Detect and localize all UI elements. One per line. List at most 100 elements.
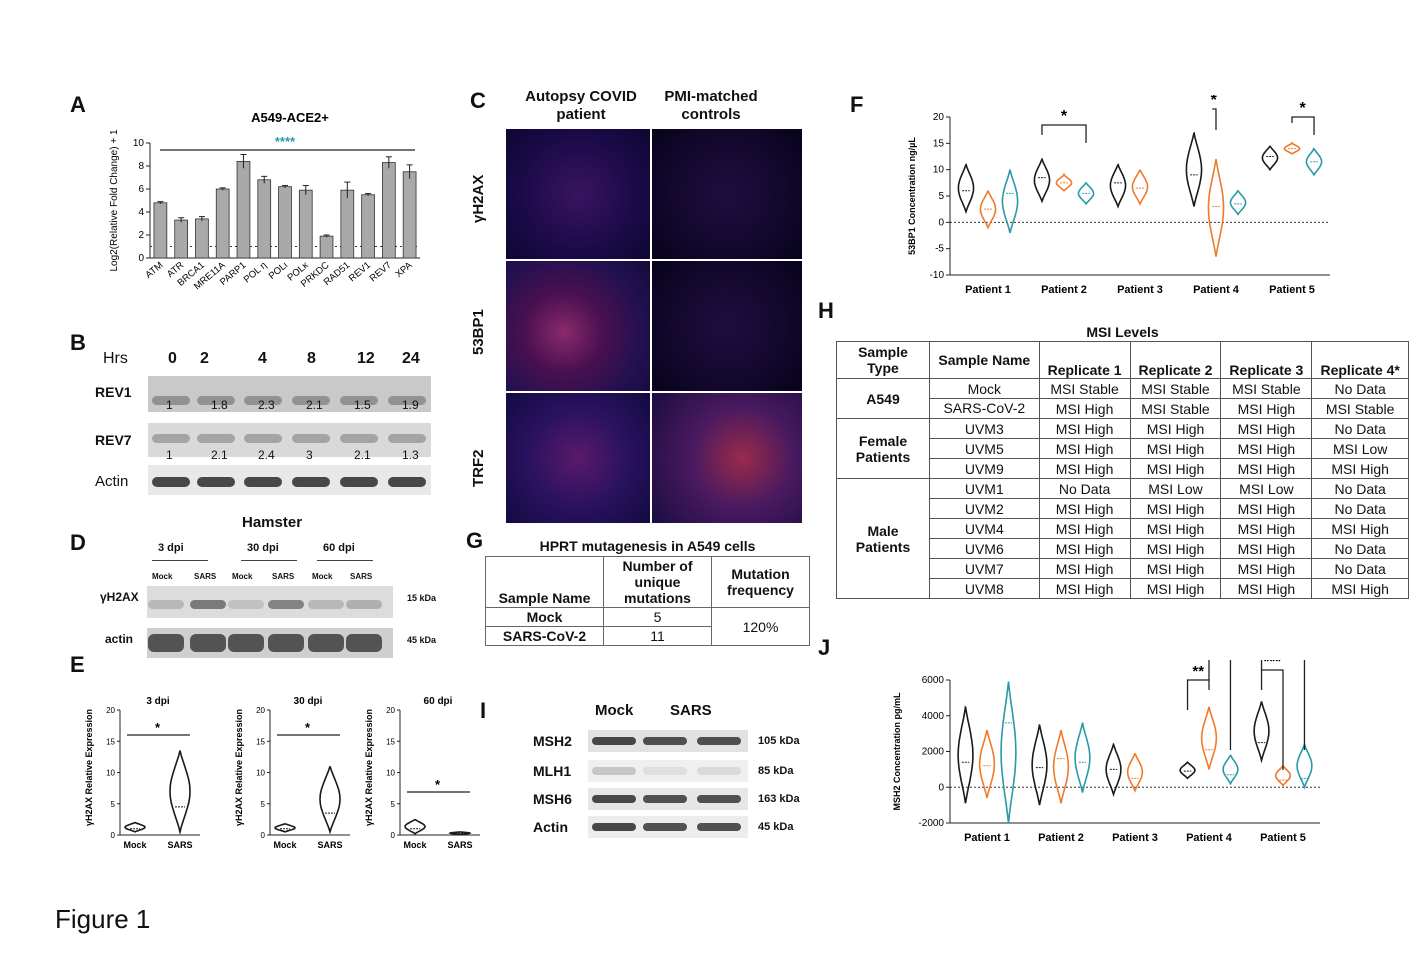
chartE1-ytick-label: 0 [111, 831, 116, 840]
chart-f: 53BP1 Concentration ng/µL -10 -5 0 5 10 15 20 Pa… [907, 95, 1330, 296]
chartJ-ytick-label: 4000 [922, 711, 945, 722]
blot-band [244, 396, 282, 405]
i-col-label: Mock [595, 702, 634, 719]
chart-a-ytick-label: 0 [138, 253, 144, 264]
i-blot-band [697, 737, 741, 745]
chartE1-violin [169, 750, 191, 836]
chartJ-violin [1274, 764, 1292, 787]
chartF-ytick-label: 15 [933, 138, 945, 149]
blot-quant-label: 1.9 [402, 398, 419, 412]
micrograph-patient [505, 260, 651, 392]
blot-band [152, 396, 190, 405]
chart-a-category-label: ATM [143, 260, 165, 281]
chart-a-ytick-label: 2 [138, 230, 144, 241]
msi-cell: Mock [929, 378, 1040, 399]
chart-a-bar [195, 218, 209, 259]
panel-letter-c: C [470, 88, 486, 113]
chartE1-violin [124, 821, 146, 833]
chart-a-bar [298, 189, 313, 259]
i-size-label: 85 kDa [758, 765, 794, 777]
chartF-ytick-label: -5 [935, 244, 944, 255]
chart-a-bar [215, 188, 230, 259]
msi-header-cell: Replicate 4* [1311, 341, 1409, 379]
rev1-blot [148, 376, 431, 412]
chart-a-ytick-label: 10 [133, 138, 145, 149]
i-row-label: MSH2 [533, 733, 572, 749]
blot-band [197, 477, 235, 487]
chartE2-category-label: SARS [317, 840, 342, 850]
chartJ-category-label: Patient 5 [1260, 832, 1306, 844]
chartJ-category-label: Patient 3 [1112, 832, 1158, 844]
chartE1-ytick-label: 20 [106, 706, 115, 715]
msi-row: A549 Mock MSI Stable MSI Stable MSI Stable No… [836, 378, 1409, 419]
d-size-label: 45 kDa [407, 635, 437, 645]
msi-title: MSI Levels [836, 322, 1409, 342]
panel-letter-a: A [70, 92, 86, 117]
chartE2-ytick-label: 10 [256, 769, 265, 778]
chartJ-category-label: Patient 2 [1038, 832, 1084, 844]
msi-cell: MSI High [1038, 538, 1131, 559]
msi-cell: MSI High [1129, 538, 1222, 559]
msi-cell: MSI High [1220, 498, 1313, 519]
chartJ-violin [978, 729, 996, 799]
actin-blot [148, 465, 431, 495]
blot-band [197, 396, 235, 405]
msi-cell: UVM7 [929, 558, 1040, 579]
chartJ-violin [1105, 742, 1122, 798]
chart-a-bar [153, 202, 168, 259]
chartE2-ylabel: γH2AX Relative Expression [234, 709, 244, 826]
chartJ-category-label: Patient 1 [964, 832, 1010, 844]
chartE2-violin [319, 766, 341, 835]
blot-band [388, 396, 426, 405]
chartF-violin [1229, 189, 1247, 216]
i-size-label: 45 kDa [758, 821, 794, 833]
blot-quant-label: 1.5 [354, 398, 371, 412]
chartJ-violin [1052, 729, 1070, 804]
chart-a-title: A549-ACE2+ [251, 110, 329, 125]
chart-a-category-label: POLι [267, 260, 290, 282]
chartF-ytick-label: 0 [938, 217, 944, 228]
msi-cell: MSI High [1311, 518, 1409, 539]
c-col1-title: Autopsy COVID patient [525, 88, 637, 123]
d-blot-band [308, 634, 344, 652]
chartJ-category-label: Patient 4 [1186, 832, 1233, 844]
chartJ-ytick-label: -2000 [918, 818, 944, 829]
d-blot-band [190, 634, 226, 652]
msi-sample-type: Female Patients [836, 418, 930, 479]
blot-band [292, 434, 330, 443]
micrograph-control [651, 260, 803, 392]
panel-h: MSI Levels Sample Type Sample Name Replica… [836, 322, 1409, 599]
chartE3-ytick-label: 20 [386, 706, 395, 715]
d-blot-band [190, 600, 226, 609]
msi-cell: MSI High [1129, 438, 1222, 459]
chart-a-category-label: POL η [242, 260, 269, 286]
panel-letter-f: F [850, 92, 864, 117]
chartF-category-label: Patient 3 [1117, 284, 1163, 296]
chartE3-category-label: Mock [403, 840, 427, 850]
chartJ-ytick-label: 0 [938, 782, 944, 793]
d-blot-band [268, 600, 304, 609]
msi-cell: UVM4 [929, 518, 1040, 539]
chart-a-ylabel: Log2(Relative Fold Change) + 1 [109, 129, 120, 271]
chart-f-sig-bracket [1041, 124, 1087, 143]
chartE2-title: 30 dpi [294, 696, 323, 707]
chartJ-violin [1074, 722, 1091, 793]
msi-table: MSI Levels Sample Type Sample Name Replica… [836, 322, 1409, 599]
chart-f-sig-label: * [1061, 108, 1068, 125]
msi-cell: UVM8 [929, 578, 1040, 599]
chart-a: A549-ACE2+ Log2(Relative Fold Change) + 1… [109, 110, 420, 292]
d-blot-band [346, 634, 382, 652]
chartF-violin [1305, 147, 1323, 177]
d-group-label: 30 dpi [247, 542, 279, 554]
g-row-name: SARS-CoV-2 [485, 626, 604, 646]
msi-cell: No Data [1311, 558, 1409, 579]
msi-cell: MSI High [1038, 398, 1131, 419]
msi-cell: MSI Stable [1220, 378, 1313, 399]
chart-a-bar [382, 162, 396, 259]
chartF-ytick-label: 5 [938, 191, 944, 202]
msi-row: UVM8 MSI High MSI High MSI High MSI High [837, 578, 1409, 599]
g-table: Sample Name Number of unique mutations M… [485, 556, 810, 646]
timepoint-label: 2 [200, 350, 209, 367]
chart-f-sig-label: * [1211, 95, 1218, 109]
blot-band [197, 434, 235, 443]
